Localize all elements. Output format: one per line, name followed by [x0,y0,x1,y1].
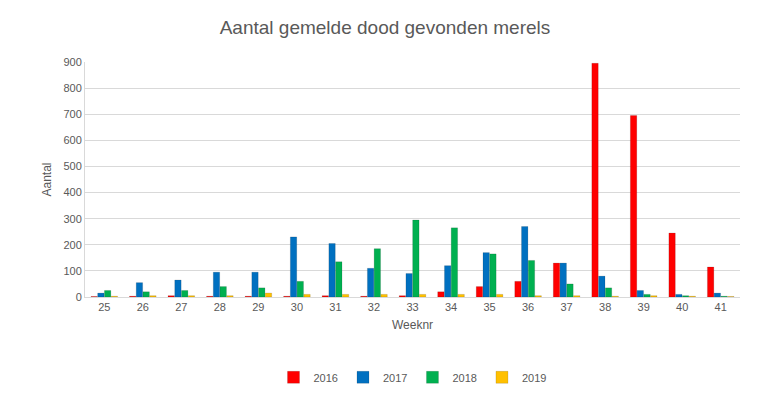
svg-text:Aantal: Aantal [40,162,54,196]
svg-text:25: 25 [98,301,110,313]
svg-text:800: 800 [63,82,81,94]
svg-text:400: 400 [63,186,81,198]
svg-text:27: 27 [175,301,187,313]
svg-text:900: 900 [63,56,81,68]
svg-text:26: 26 [137,301,149,313]
svg-text:34: 34 [445,301,457,313]
svg-text:40: 40 [676,301,688,313]
svg-text:36: 36 [522,301,534,313]
svg-text:100: 100 [63,265,81,277]
svg-text:30: 30 [291,301,303,313]
svg-text:2018: 2018 [452,372,476,384]
svg-text:2019: 2019 [522,372,546,384]
svg-text:41: 41 [715,301,727,313]
svg-text:33: 33 [406,301,418,313]
svg-text:38: 38 [599,301,611,313]
svg-text:2017: 2017 [383,372,407,384]
svg-text:300: 300 [63,213,81,225]
svg-text:28: 28 [214,301,226,313]
svg-text:31: 31 [329,301,341,313]
svg-text:Aantal gemelde dood gevonden m: Aantal gemelde dood gevonden merels [220,17,551,38]
svg-text:200: 200 [63,239,81,251]
svg-text:0: 0 [76,291,82,303]
svg-text:500: 500 [63,160,81,172]
svg-text:35: 35 [483,301,495,313]
svg-text:29: 29 [252,301,264,313]
svg-text:600: 600 [63,134,81,146]
svg-text:37: 37 [560,301,572,313]
svg-text:Weeknr: Weeknr [392,318,433,332]
svg-text:32: 32 [368,301,380,313]
svg-text:2016: 2016 [314,372,338,384]
svg-text:700: 700 [63,108,81,120]
svg-text:39: 39 [638,301,650,313]
